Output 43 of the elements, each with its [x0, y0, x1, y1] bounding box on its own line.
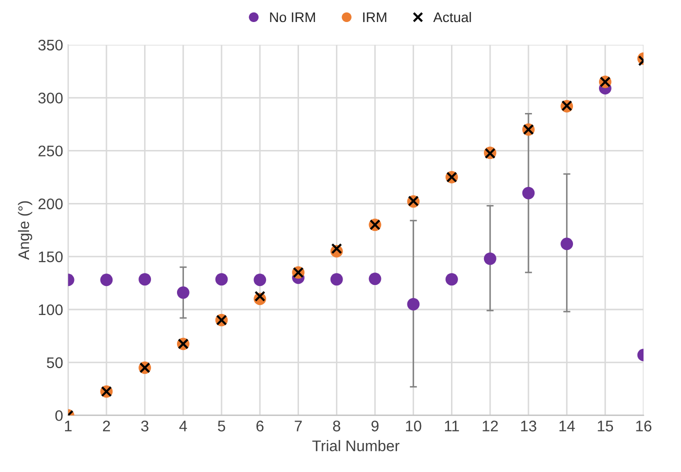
x-tick-label: 3 [141, 420, 148, 432]
point [522, 186, 535, 200]
x-tick-label: 14 [559, 420, 575, 432]
x-tick-label: 8 [333, 420, 340, 432]
point [100, 274, 113, 286]
x-tick-label: 12 [482, 420, 498, 432]
point [331, 243, 342, 254]
x-tick-label: 9 [371, 420, 379, 432]
x-tick-label: 11 [444, 420, 459, 432]
point [560, 238, 574, 250]
y-tick-label: 0 [55, 410, 63, 422]
y-tick-label: 300 [38, 92, 63, 104]
x-tick-label: 4 [179, 420, 187, 432]
x-tick-label: 5 [218, 420, 226, 432]
point [446, 273, 458, 286]
point [368, 272, 382, 286]
y-tick-label: 50 [46, 357, 63, 368]
x-tick-label: 15 [598, 420, 614, 432]
point [407, 298, 420, 310]
legend-label: No IRM [270, 12, 315, 22]
point [215, 273, 228, 286]
point [254, 274, 266, 286]
point [330, 273, 343, 286]
legend-label: IRM [363, 12, 386, 22]
y-tick-label: 350 [38, 40, 63, 51]
x-tick-label: 10 [406, 420, 422, 432]
point [254, 290, 266, 302]
x-tick-label: 6 [256, 420, 264, 432]
x-tick-label: 1 [65, 420, 72, 432]
x-tick-label: 16 [636, 420, 652, 432]
y-tick-label: 250 [38, 146, 63, 156]
x-axis-title: Trial Number [312, 440, 400, 452]
y-tick-label: 200 [38, 198, 63, 210]
x-tick-label: 7 [294, 420, 302, 432]
y-axis-title: Angle (°) [18, 201, 32, 260]
y-tick-label: 100 [38, 304, 63, 316]
point [138, 273, 152, 286]
point [484, 252, 496, 265]
y-tick-label: 150 [38, 251, 63, 262]
x-tick-label: 2 [102, 420, 110, 432]
x-tick-label: 13 [521, 420, 536, 432]
legend-label: Actual [433, 12, 471, 22]
point [176, 286, 190, 299]
